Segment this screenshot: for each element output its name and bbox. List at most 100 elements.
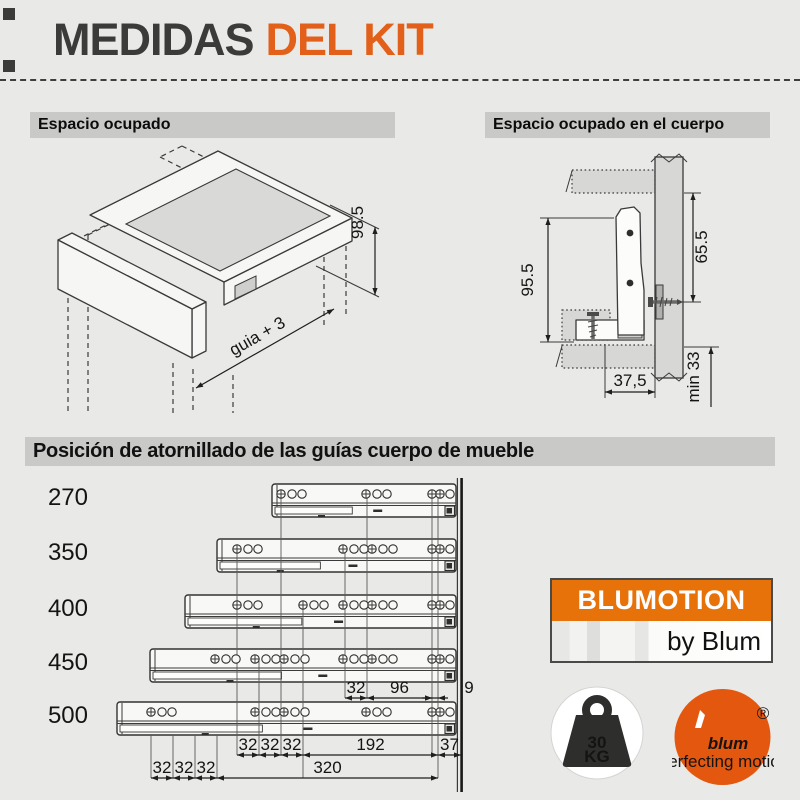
header-square-top [3, 8, 15, 20]
dim-arrow [345, 695, 352, 701]
screw-hole [300, 654, 310, 664]
blumotion-label: BLUMOTION [552, 580, 771, 621]
screw-hole [290, 707, 300, 717]
dim-label: 320 [313, 758, 341, 777]
rail-channel [152, 671, 282, 680]
dim-label: 96 [390, 678, 409, 697]
dim-label: 32 [283, 735, 302, 754]
dim-arrow [188, 775, 195, 781]
dim-95-5-label: 95.5 [518, 263, 537, 296]
mounting-bracket [575, 206, 645, 341]
by-blum-label: by Blum [552, 621, 771, 661]
screw-hole [445, 600, 455, 610]
screw-hole [378, 544, 388, 554]
dim-arrow [431, 775, 438, 781]
screw-hole [359, 544, 369, 554]
screw-hole [378, 600, 388, 610]
dim-arrow [195, 775, 202, 781]
bracket-height-dimension: 95.5 [518, 217, 614, 343]
dim-label: 32 [239, 735, 258, 754]
screw-hole [221, 654, 231, 664]
dim-arrow [210, 775, 217, 781]
drawer-box [57, 150, 353, 359]
screw-hole [445, 489, 455, 499]
dim-arrow [431, 752, 438, 758]
rail-tab [226, 680, 234, 683]
dim-label: 32 [175, 758, 194, 777]
rail-channel [274, 506, 353, 515]
dim-arrow [281, 752, 288, 758]
rail-length-label: 270 [48, 484, 88, 511]
rail-latch-inner [446, 726, 452, 732]
screw-hole [253, 600, 263, 610]
rail-catch [373, 509, 383, 512]
cabinet-back-panel [650, 153, 688, 382]
screw-hole [349, 654, 359, 664]
rail-catch [348, 564, 358, 567]
blumotion-banner: BLUMOTION by Blum [550, 578, 773, 663]
screw-hole [382, 707, 392, 717]
blum-logo: blum ® Perfecting motion [672, 689, 774, 785]
dim-label: 32 [153, 758, 172, 777]
screw-hole [167, 707, 177, 717]
upper-offset-dimension: 65.5 [680, 192, 711, 303]
section-bar-title: Posición de atornillado de las guías cue… [25, 437, 775, 466]
registered-mark: ® [757, 704, 770, 723]
rail-latch-inner [446, 563, 452, 569]
rail-tab [276, 570, 284, 573]
rail-length-label: 400 [48, 595, 88, 622]
weight-body [562, 715, 632, 767]
screw-hole [231, 654, 241, 664]
dim-arrow [151, 775, 158, 781]
dim-65-5-label: 65.5 [692, 230, 711, 263]
dim-arrow [259, 752, 266, 758]
rail-catch [334, 620, 344, 623]
screw-hole [261, 654, 271, 664]
rail-tab [252, 626, 260, 629]
dim-arrow [303, 752, 310, 758]
dim-arrow [296, 752, 303, 758]
min-clearance-dimension: min 33 [684, 346, 719, 407]
page-title-primary: MEDIDAS [53, 14, 255, 65]
dim-arrow [367, 695, 374, 701]
rail-length-label: 350 [48, 539, 88, 566]
dim-arrow [217, 775, 224, 781]
header-square-bottom [3, 60, 15, 72]
screw-hole [359, 654, 369, 664]
screw-hole [382, 489, 392, 499]
weight-value: 30 [588, 733, 607, 752]
height-dimension-98-5: 98.5 [315, 204, 380, 298]
runner-length-dimension: guia + 3 [195, 308, 335, 389]
screw-hole [349, 544, 359, 554]
screw-hole [372, 489, 382, 499]
screw-hole [290, 654, 300, 664]
dim-arrow [360, 695, 367, 701]
dim-label: 32 [261, 735, 280, 754]
dim-label: 37 [440, 735, 459, 754]
panel-title-espacio-ocupado: Espacio ocupado [30, 112, 395, 138]
dim-arrow [173, 775, 180, 781]
screw-hole [297, 489, 307, 499]
dim-label: 9 [464, 678, 473, 697]
rail-channel [219, 561, 321, 570]
screw-hole [309, 600, 319, 610]
dim-label: 32 [197, 758, 216, 777]
depth-dimension: 37,5 [604, 344, 656, 398]
screw-hole [271, 654, 281, 664]
screw-hole [359, 600, 369, 610]
screw-hole [287, 489, 297, 499]
dim-arrow [438, 752, 445, 758]
screw-hole [372, 707, 382, 717]
screw-hole [157, 707, 167, 717]
screw-hole [243, 600, 253, 610]
horizontal-screw [648, 296, 683, 308]
blum-mark-icon [695, 710, 705, 728]
weight-unit: KG [584, 747, 610, 766]
screw-hole [271, 707, 281, 717]
rail-channel [187, 617, 303, 626]
rail-latch-inner [446, 508, 452, 514]
panel-title-espacio-cuerpo: Espacio ocupado en el cuerpo [485, 112, 770, 138]
page-title: MEDIDAS DEL KIT [53, 14, 434, 66]
screw-hole [445, 707, 455, 717]
rail-catch [303, 727, 313, 730]
